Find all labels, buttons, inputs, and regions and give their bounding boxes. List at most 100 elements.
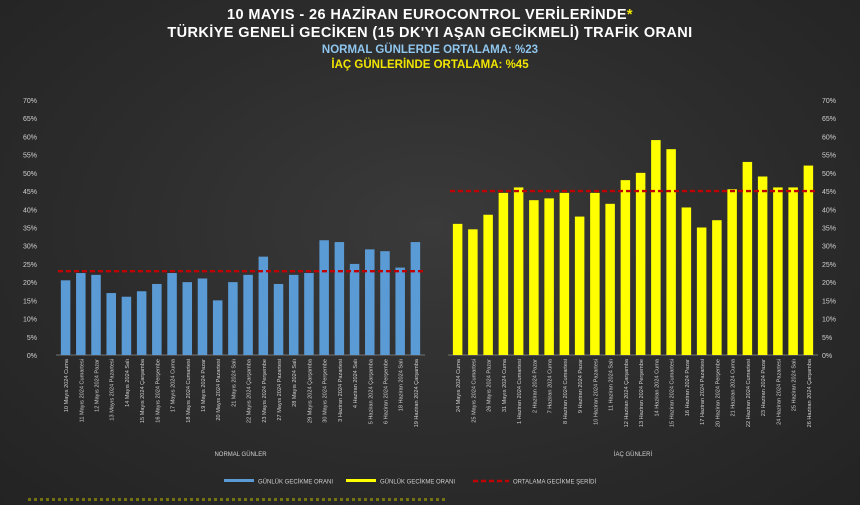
normal-category-label: 18 Haziran 2024 Salı — [399, 359, 405, 412]
normal-bar — [334, 242, 345, 355]
normal-category-label: 18 Mayıs 2024 Cumartesi — [186, 359, 192, 423]
iac-category-label: 24 Haziran 2024 Pazartesi — [776, 359, 782, 425]
y-tick-label-left: 45% — [23, 189, 37, 196]
chart-title-line-1: 10 MAYIS - 26 HAZİRAN EUROCONTROL VERİLE… — [0, 6, 860, 24]
legend-swatch-bar — [346, 479, 376, 482]
y-tick-label-left: 30% — [23, 244, 37, 251]
title-star: * — [626, 7, 633, 23]
normal-category-label: 15 Mayıs 2024 Çarşamba — [140, 358, 146, 423]
legend-label: ORTALAMA GECİKME ŞERİDİ — [513, 479, 596, 486]
y-tick-label-left: 60% — [23, 134, 37, 141]
iac-bar — [468, 229, 478, 355]
y-tick-label-right: 65% — [822, 116, 836, 123]
iac-category-label: 16 Haziran 2024 Pazar — [685, 359, 691, 416]
iac-category-label: 23 Haziran 2024 Pazar — [761, 359, 767, 416]
iac-category-label: 20 Haziran 2024 Perşembe — [715, 359, 721, 427]
y-tick-label-left: 40% — [23, 207, 37, 214]
normal-bar — [273, 283, 284, 355]
y-tick-label-left: 10% — [23, 317, 37, 324]
iac-group-label: İAÇ GÜNLERİ — [614, 451, 653, 458]
normal-category-label: 30 Mayıs 2024 Perşembe — [323, 359, 329, 423]
iac-category-label: 25 Mayıs 2024 Cumartesi — [471, 359, 477, 423]
iac-bar — [666, 149, 676, 355]
normal-category-label: 6 Haziran 2024 Perşembe — [383, 359, 389, 424]
y-tick-label-right: 45% — [822, 189, 836, 196]
normal-category-label: 4 Haziran 2024 Salı — [353, 359, 359, 409]
iac-category-label: 9 Haziran 2024 Pazar — [578, 359, 584, 413]
iac-category-label: 7 Haziran 2024 Cuma — [548, 358, 554, 413]
footnote-strip — [28, 498, 448, 501]
y-tick-label-right: 25% — [822, 262, 836, 269]
iac-bar — [712, 220, 722, 355]
normal-group-label: NORMAL GÜNLER — [214, 451, 267, 458]
y-tick-label-right: 55% — [822, 153, 836, 160]
normal-bar — [197, 278, 208, 355]
normal-bar — [76, 273, 86, 355]
y-tick-label-left: 20% — [23, 280, 37, 287]
normal-bar — [319, 240, 329, 355]
y-tick-label-right: 5% — [822, 335, 832, 342]
iac-category-label: 24 Mayıs 2024 Cuma — [456, 358, 462, 412]
normal-category-label: 5 Haziran 2024 Çarşamba — [368, 358, 374, 424]
normal-category-label: 16 Mayıs 2024 Perşembe — [155, 359, 161, 423]
y-tick-label-left: 55% — [23, 153, 37, 160]
iac-category-label: 26 Haziran 2024 Çarşamba — [807, 358, 813, 427]
normal-bar — [380, 251, 390, 355]
iac-bar — [635, 172, 646, 355]
normal-bar — [288, 274, 299, 355]
normal-category-label: 13 Mayıs 2024 Pazartesi — [110, 359, 116, 421]
iac-category-label: 8 Haziran 2024 Cumartesi — [563, 359, 569, 424]
y-tick-label-right: 70% — [822, 98, 836, 105]
y-tick-label-left: 25% — [23, 262, 37, 269]
normal-bar — [212, 300, 223, 355]
iac-category-label: 2 Haziran 2024 Pazar — [532, 359, 538, 413]
y-tick-label-right: 35% — [822, 226, 836, 233]
iac-bar — [651, 140, 661, 355]
y-tick-label-left: 50% — [23, 171, 37, 178]
normal-category-label: 17 Mayıs 2024 Cuma — [171, 358, 177, 412]
normal-bar — [60, 280, 71, 355]
iac-category-label: 11 Haziran 2024 Salı — [609, 359, 615, 411]
iac-bar — [513, 187, 524, 355]
normal-category-label: 23 Mayıs 2024 Perşembe — [262, 359, 268, 423]
iac-bar — [559, 192, 570, 355]
normal-category-label: 27 Mayıs 2024 Pazartesi — [277, 359, 283, 421]
y-tick-label-left: 65% — [23, 116, 37, 123]
normal-category-label: 10 Mayıs 2024 Cuma — [64, 358, 70, 412]
iac-bar — [803, 165, 814, 355]
chart-header: 10 MAYIS - 26 HAZİRAN EUROCONTROL VERİLE… — [0, 6, 860, 73]
iac-bar — [773, 187, 783, 355]
normal-bar — [258, 256, 269, 355]
iac-category-label: 26 Mayıs 2024 Pazar — [487, 359, 493, 412]
y-tick-label-right: 50% — [822, 171, 836, 178]
iac-bar — [529, 200, 539, 355]
subtitle-normal-average: NORMAL GÜNLERDE ORTALAMA: %23 — [321, 44, 539, 56]
normal-bar — [395, 267, 405, 355]
iac-category-label: 15 Haziran 2024 Cumartesi — [670, 359, 676, 427]
subtitle-iac-average: İAÇ GÜNLERİNDE ORTALAMA: %45 — [331, 59, 529, 71]
normal-bar — [136, 291, 147, 355]
iac-category-label: 1 Haziran 2024 Cumartesi — [517, 359, 523, 424]
normal-category-label: 28 Mayıs 2024 Salı — [292, 359, 298, 407]
iac-bar — [452, 223, 463, 355]
y-tick-label-right: 0% — [822, 353, 832, 360]
legend-swatch-bar — [224, 479, 254, 482]
y-tick-label-left: 5% — [27, 335, 37, 342]
normal-bar — [228, 282, 238, 355]
y-tick-label-right: 40% — [822, 207, 836, 214]
iac-bar — [574, 216, 585, 355]
normal-category-label: 14 Mayıs 2024 Salı — [125, 359, 131, 407]
iac-category-label: 22 Haziran 2024 Cumartesi — [746, 359, 752, 427]
y-tick-label-left: 0% — [27, 353, 37, 360]
legend-label: GÜNLÜK GECİKME ORANI — [380, 479, 455, 486]
normal-category-label: 20 Mayıs 2024 Pazartesi — [216, 359, 222, 421]
y-tick-label-left: 35% — [23, 226, 37, 233]
iac-category-label: 14 Haziran 2024 Cuma — [654, 358, 660, 416]
normal-category-label: 22 Mayıs 2024 Çarşamba — [247, 358, 253, 423]
y-tick-label-right: 20% — [822, 280, 836, 287]
normal-bar — [182, 282, 193, 355]
normal-category-label: 12 Mayıs 2024 Pazar — [95, 359, 101, 412]
normal-category-label: 29 Mayıs 2024 Çarşamba — [307, 358, 313, 423]
iac-bar — [727, 189, 737, 355]
